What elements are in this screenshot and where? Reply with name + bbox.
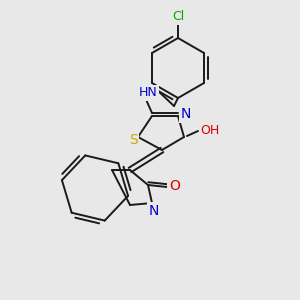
- Text: N: N: [181, 107, 191, 121]
- Text: OH: OH: [200, 124, 220, 137]
- Text: Cl: Cl: [172, 11, 184, 23]
- Text: O: O: [169, 179, 180, 193]
- Text: N: N: [149, 204, 159, 218]
- Text: HN: HN: [139, 86, 158, 100]
- Text: S: S: [129, 133, 137, 147]
